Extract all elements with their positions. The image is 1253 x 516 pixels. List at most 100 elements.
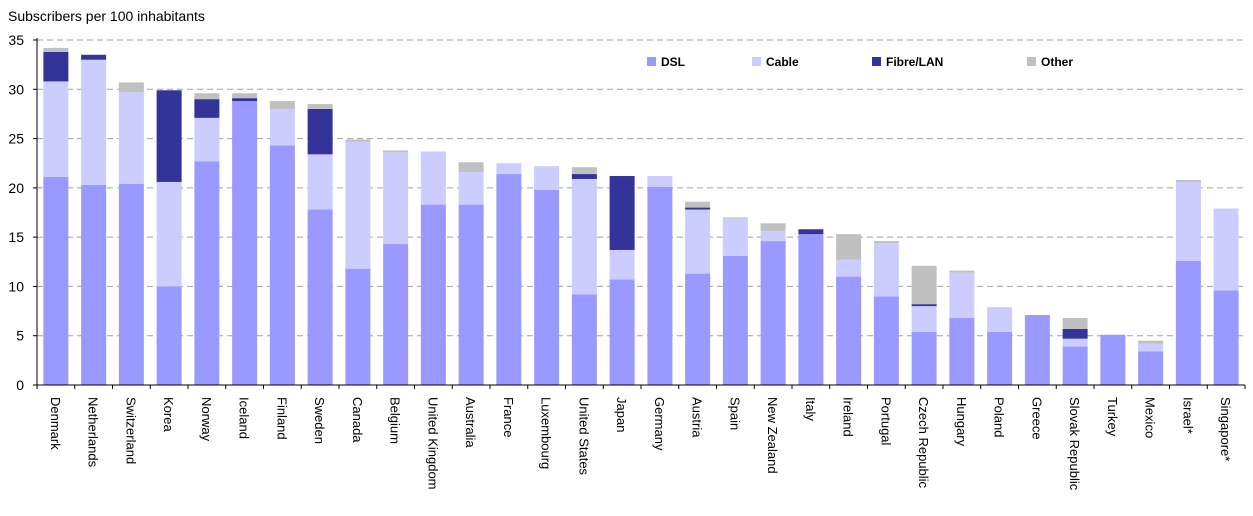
x-tick-label: Finland — [274, 397, 289, 440]
bar-segment — [420, 151, 446, 205]
bar-segment — [1062, 317, 1088, 329]
bar-segment — [760, 241, 786, 385]
bar-segment — [81, 59, 107, 185]
x-tick-label: Sweden — [312, 397, 327, 444]
bar-segment — [836, 234, 862, 260]
bar-segment — [43, 81, 69, 178]
bar-segment — [949, 272, 975, 318]
legend-label: Other — [1041, 55, 1073, 69]
bar-segment — [458, 172, 484, 205]
bar-segment — [1024, 315, 1050, 385]
bar-segment — [685, 207, 711, 210]
bar-segment — [232, 101, 258, 385]
bar-segment — [949, 270, 975, 273]
bar-segment — [911, 265, 937, 305]
bar-segment — [194, 93, 220, 100]
bar-segment — [1100, 334, 1126, 385]
legend-swatch — [752, 57, 761, 66]
bar-segment — [156, 286, 182, 385]
bar-segment — [307, 109, 333, 155]
x-tick-label: Germany — [652, 397, 667, 451]
bar-segment — [760, 231, 786, 242]
bar-segment — [647, 186, 673, 385]
x-tick-label: Norway — [199, 397, 214, 442]
x-tick-label: Singapore* — [1218, 397, 1233, 461]
bar-segment — [269, 145, 295, 385]
bar-segment — [156, 90, 182, 182]
x-tick-label: Canada — [350, 397, 365, 443]
bar-segment — [420, 204, 446, 385]
bar-segment — [722, 217, 748, 219]
x-tick-label: Greece — [1029, 397, 1044, 440]
bar-segment — [156, 181, 182, 287]
bar-segment — [1138, 340, 1164, 344]
bar-segment — [194, 161, 220, 385]
bar-segment — [571, 167, 597, 175]
x-tick-label: United States — [576, 397, 591, 476]
x-tick-label: Mexico — [1143, 397, 1158, 438]
bar-segment — [194, 117, 220, 162]
bar-segment — [345, 141, 371, 269]
bar-segment — [911, 304, 937, 307]
y-tick-label: 10 — [8, 278, 24, 294]
bar-segment — [1062, 346, 1088, 385]
x-tick-label: Korea — [161, 397, 176, 432]
bar-segment — [118, 183, 144, 385]
y-tick-label: 0 — [16, 377, 24, 393]
x-tick-label: United Kingdom — [425, 397, 440, 490]
bar-segment — [685, 201, 711, 208]
bar-segment — [43, 177, 69, 385]
y-tick-label: 30 — [8, 81, 24, 97]
bar-segment — [534, 166, 560, 190]
x-tick-label: Portugal — [878, 397, 893, 446]
bar-segment — [722, 255, 748, 385]
bar-segment — [987, 331, 1013, 385]
x-tick-label: Netherlands — [86, 397, 101, 468]
legend-swatch — [647, 57, 656, 66]
bar-segment — [911, 306, 937, 332]
bar-segment — [118, 92, 144, 184]
x-tick-label: Poland — [992, 397, 1007, 437]
y-tick-label: 25 — [8, 131, 24, 147]
bar-segment — [307, 104, 333, 109]
bar-segment — [458, 204, 484, 385]
y-tick-label: 5 — [16, 328, 24, 344]
bar-segment — [1138, 351, 1164, 385]
legend-swatch — [872, 57, 881, 66]
bar-segment — [81, 54, 107, 60]
x-tick-labels: Denmark Netherlands Switzerland Korea Norway… — [48, 397, 1233, 491]
bar-segment — [760, 223, 786, 232]
y-axis-title: Subscribers per 100 inhabitants — [8, 8, 205, 24]
bar-segment — [1213, 208, 1239, 291]
bar-segment — [609, 249, 635, 280]
bar-segment — [383, 150, 409, 153]
x-tick-label: Turkey — [1105, 397, 1120, 437]
bar-segment — [1213, 290, 1239, 385]
x-tick-label: Denmark — [48, 397, 63, 450]
bar-segment — [269, 109, 295, 146]
x-tick-label: Iceland — [237, 397, 252, 439]
bar-segment — [1062, 338, 1088, 347]
bar-segment — [496, 163, 522, 175]
bar-segment — [987, 307, 1013, 332]
bars — [43, 47, 1239, 385]
x-tick-label: Italy — [803, 397, 818, 421]
bar-segment — [609, 176, 635, 250]
bar-segment — [307, 154, 333, 210]
bar-segment — [1062, 328, 1088, 339]
x-tick-label: Israel* — [1180, 397, 1195, 434]
bar-segment — [307, 209, 333, 385]
bar-segment — [345, 268, 371, 385]
bar-segment — [43, 51, 69, 82]
bar-segment — [873, 296, 899, 385]
bar-segment — [873, 241, 899, 244]
bar-segment — [873, 243, 899, 297]
bar-segment — [232, 93, 258, 99]
bar-segment — [1175, 181, 1201, 261]
bar-segment — [534, 189, 560, 385]
bar-segment — [836, 259, 862, 277]
x-tick-label: New Zealand — [765, 397, 780, 474]
bar-segment — [43, 47, 69, 52]
bar-segment — [571, 178, 597, 295]
legend-label: DSL — [661, 55, 685, 69]
